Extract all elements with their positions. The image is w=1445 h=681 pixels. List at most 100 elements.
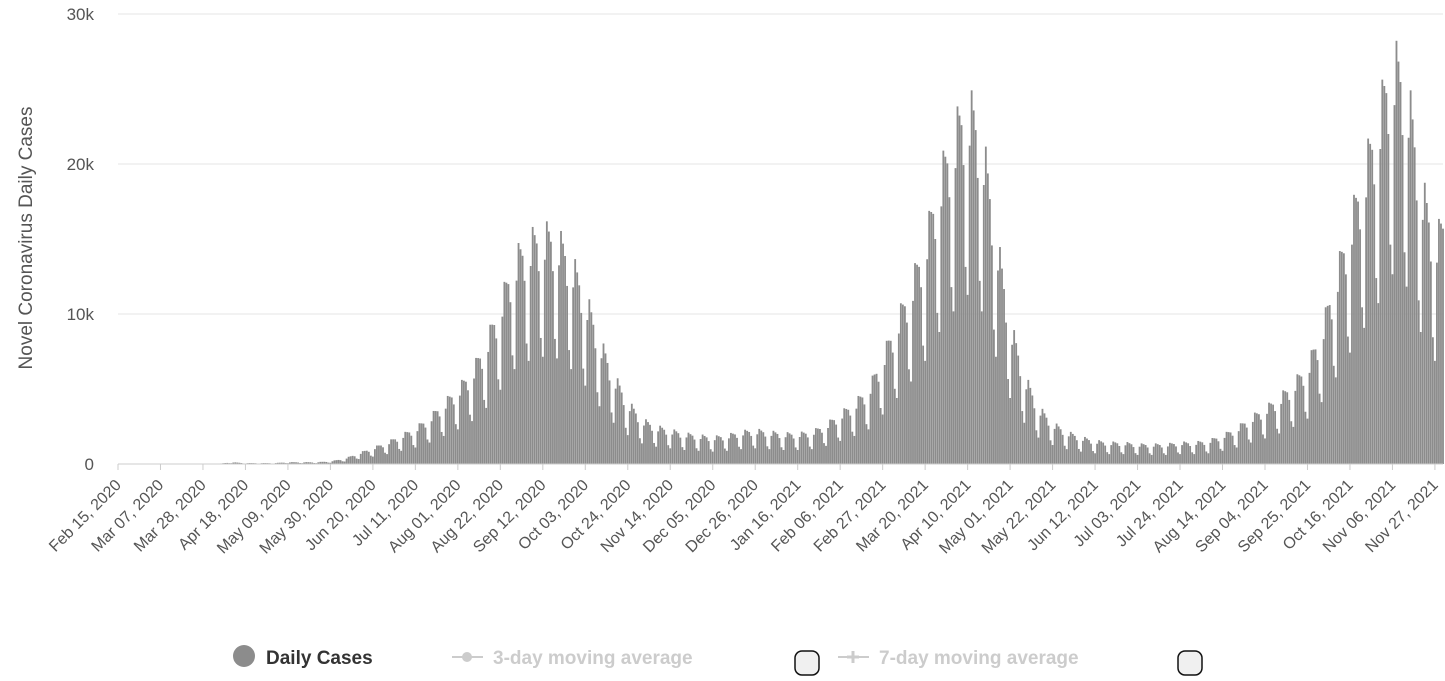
legend-daily-cases-marker bbox=[233, 645, 255, 667]
bar bbox=[1108, 454, 1111, 464]
bar bbox=[871, 375, 874, 464]
x-tick-label: May 09, 2020 bbox=[214, 477, 295, 558]
bar bbox=[1245, 427, 1248, 464]
bar bbox=[912, 300, 914, 464]
bar bbox=[560, 230, 562, 464]
legend-item-3-day-average[interactable]: 3-day moving average bbox=[452, 648, 820, 676]
bar bbox=[715, 435, 718, 464]
bar bbox=[428, 442, 431, 464]
legend-7-day-toggle-icon[interactable] bbox=[1177, 650, 1203, 676]
bar bbox=[477, 358, 479, 464]
bar bbox=[543, 259, 546, 464]
bar bbox=[337, 459, 340, 464]
bar bbox=[1166, 446, 1169, 464]
bar bbox=[792, 438, 795, 464]
bar bbox=[677, 433, 680, 464]
x-tick-label: May 30, 2020 bbox=[257, 477, 338, 558]
bar bbox=[1312, 349, 1315, 464]
bar bbox=[881, 414, 884, 464]
bar bbox=[582, 368, 585, 464]
bar bbox=[1057, 426, 1060, 464]
bar bbox=[995, 356, 997, 464]
bar bbox=[1229, 432, 1232, 464]
bar bbox=[689, 434, 692, 464]
bar bbox=[756, 434, 759, 464]
bar bbox=[1417, 300, 1420, 464]
bar bbox=[1209, 442, 1212, 464]
bar bbox=[384, 452, 386, 464]
bar bbox=[1421, 219, 1424, 464]
bar bbox=[1195, 444, 1198, 464]
bar bbox=[964, 266, 967, 464]
bar bbox=[1413, 147, 1416, 464]
bar bbox=[331, 461, 334, 464]
y-tick-label: 10k bbox=[67, 305, 95, 324]
legend-item-daily-cases[interactable]: Daily Cases bbox=[233, 645, 373, 669]
bar bbox=[1395, 40, 1398, 465]
bar bbox=[307, 462, 310, 464]
bar bbox=[821, 432, 823, 464]
bar bbox=[1324, 307, 1327, 464]
bar bbox=[817, 428, 819, 464]
bar bbox=[865, 424, 868, 464]
bar bbox=[1397, 61, 1400, 464]
bar bbox=[432, 410, 435, 464]
bar bbox=[1037, 437, 1040, 464]
bar bbox=[934, 239, 937, 464]
legend-3-day-toggle-icon[interactable] bbox=[794, 650, 820, 676]
bar bbox=[1144, 445, 1147, 464]
bar bbox=[968, 145, 971, 464]
bar bbox=[932, 213, 935, 464]
bar bbox=[1017, 355, 1020, 464]
bar bbox=[1181, 445, 1183, 464]
bar bbox=[707, 441, 710, 464]
bar bbox=[1217, 441, 1220, 464]
bar bbox=[1367, 138, 1370, 464]
bar bbox=[519, 249, 522, 464]
bar bbox=[1114, 442, 1117, 464]
bar bbox=[922, 345, 925, 464]
bar bbox=[849, 415, 852, 464]
bar bbox=[730, 432, 732, 464]
legend-daily-cases-label: Daily Cases bbox=[266, 648, 373, 669]
bar bbox=[602, 343, 605, 464]
bar bbox=[713, 440, 716, 464]
bar bbox=[1302, 385, 1305, 464]
bar bbox=[1260, 419, 1262, 464]
bar bbox=[1098, 440, 1101, 464]
bar bbox=[768, 449, 771, 464]
bar bbox=[1043, 413, 1046, 464]
bar bbox=[859, 396, 862, 464]
bar bbox=[594, 348, 597, 464]
bar bbox=[1387, 134, 1390, 464]
bar bbox=[980, 311, 983, 464]
bar bbox=[942, 150, 945, 464]
bar bbox=[1154, 443, 1157, 464]
bar bbox=[655, 446, 658, 464]
bar bbox=[1088, 440, 1090, 464]
bar bbox=[588, 299, 591, 464]
bar bbox=[685, 437, 688, 464]
bar bbox=[1007, 379, 1009, 464]
bar bbox=[390, 439, 393, 464]
bar bbox=[1318, 393, 1321, 464]
bar bbox=[1106, 452, 1109, 464]
legend-item-7-day-average[interactable]: 7-day moving average bbox=[838, 648, 1203, 676]
bar bbox=[515, 280, 518, 464]
bar bbox=[1292, 426, 1295, 464]
bar bbox=[458, 395, 461, 464]
bar bbox=[875, 373, 878, 464]
bar bbox=[958, 115, 961, 465]
y-tick-label: 20k bbox=[67, 155, 95, 174]
bar bbox=[1027, 379, 1030, 464]
bar bbox=[1055, 423, 1058, 464]
bar bbox=[1211, 438, 1214, 464]
bar bbox=[703, 435, 706, 464]
bar bbox=[893, 388, 896, 464]
bar bbox=[408, 432, 411, 464]
bar bbox=[1096, 443, 1098, 464]
bar bbox=[887, 340, 890, 464]
bar bbox=[487, 351, 490, 464]
bar bbox=[1347, 336, 1349, 464]
